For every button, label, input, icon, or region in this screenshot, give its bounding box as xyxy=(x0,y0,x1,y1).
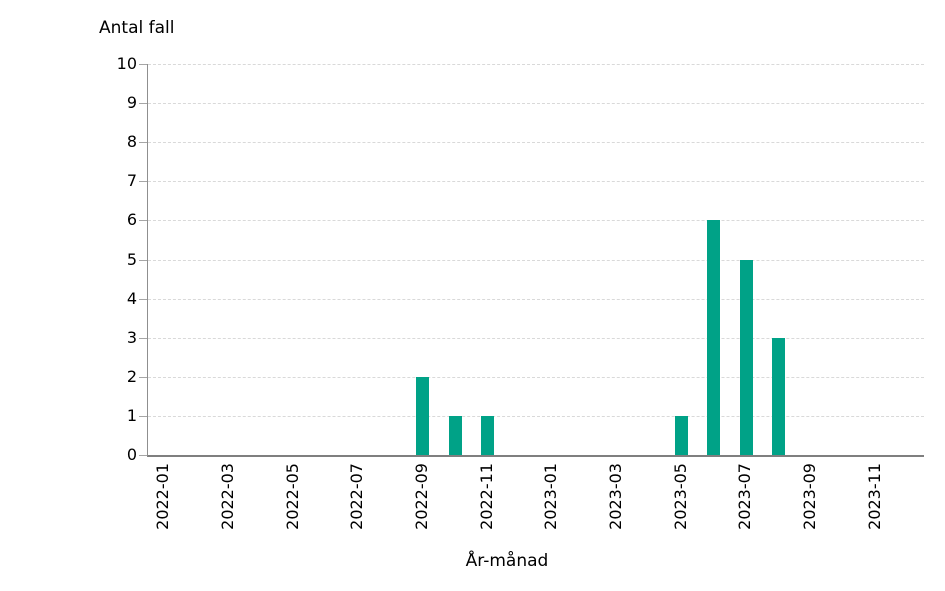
y-tick-mark-0 xyxy=(139,455,147,456)
x-tick-label-2023-03: 2023-03 xyxy=(605,463,625,530)
gridline-y-9 xyxy=(148,103,924,105)
y-tick-label-8: 8 xyxy=(126,132,137,152)
bar-2022-09 xyxy=(416,376,430,455)
x-tick-label-2022-09: 2022-09 xyxy=(411,463,431,530)
bar-2022-11 xyxy=(481,415,494,455)
x-tick-label-2022-01: 2022-01 xyxy=(153,463,173,530)
x-tick-label-2023-01: 2023-01 xyxy=(541,463,561,530)
x-tick-label-2023-05: 2023-05 xyxy=(670,463,690,530)
gridline-y-4 xyxy=(148,298,924,300)
y-tick-label-1: 1 xyxy=(126,405,137,425)
x-tick-label-2022-05: 2022-05 xyxy=(282,463,302,530)
x-axis-title: År-månad xyxy=(465,551,549,571)
y-tick-mark-6 xyxy=(139,220,147,222)
y-tick-mark-4 xyxy=(139,298,147,300)
bar-2023-08 xyxy=(772,337,785,455)
bar-2023-05 xyxy=(675,415,688,455)
gridline-y-8 xyxy=(148,142,924,144)
x-tick-label-2023-09: 2023-09 xyxy=(799,463,819,530)
gridline-y-3 xyxy=(148,337,924,339)
y-tick-label-10: 10 xyxy=(116,54,137,73)
x-tick-label-2022-07: 2022-07 xyxy=(347,463,367,530)
y-tick-label-5: 5 xyxy=(126,249,137,269)
x-tick-label-2022-03: 2022-03 xyxy=(217,463,237,530)
bar-2022-10 xyxy=(448,415,462,455)
gridline-y-5 xyxy=(148,259,924,261)
y-tick-label-0: 0 xyxy=(126,445,137,464)
y-tick-label-7: 7 xyxy=(126,171,137,191)
gridline-y-1 xyxy=(148,415,924,417)
y-tick-mark-2 xyxy=(139,376,147,378)
y-tick-label-4: 4 xyxy=(126,288,137,308)
gridline-y-6 xyxy=(148,220,924,222)
bar-2023-07 xyxy=(739,259,753,455)
bar-2023-06 xyxy=(707,220,721,455)
y-tick-label-3: 3 xyxy=(126,327,137,347)
gridline-y-10 xyxy=(148,64,924,65)
x-tick-label-2022-11: 2022-11 xyxy=(476,463,496,530)
x-tick-label-2023-11: 2023-11 xyxy=(864,463,884,530)
y-tick-mark-3 xyxy=(139,337,147,339)
y-axis-title: Antal fall xyxy=(99,18,175,38)
y-tick-label-2: 2 xyxy=(126,366,137,386)
y-tick-mark-8 xyxy=(139,142,147,144)
y-tick-label-6: 6 xyxy=(126,210,137,230)
y-tick-mark-9 xyxy=(139,103,147,105)
x-tick-label-2023-07: 2023-07 xyxy=(735,463,755,530)
y-tick-mark-1 xyxy=(139,415,147,417)
y-tick-mark-7 xyxy=(139,181,147,183)
plot-area xyxy=(147,64,924,457)
gridline-y-7 xyxy=(148,181,924,183)
y-tick-label-9: 9 xyxy=(126,93,137,113)
y-tick-mark-10 xyxy=(139,64,147,65)
gridline-y-2 xyxy=(148,376,924,378)
y-tick-mark-5 xyxy=(139,259,147,261)
